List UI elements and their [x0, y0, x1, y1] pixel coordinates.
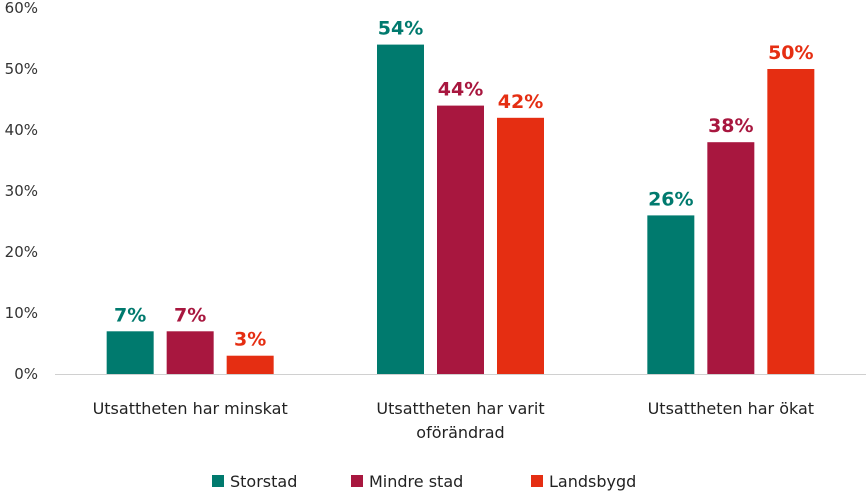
- data-label: 38%: [708, 115, 753, 137]
- y-tick-label: 60%: [5, 0, 38, 17]
- bar-landsbygd: [497, 117, 544, 375]
- y-tick-label: 0%: [14, 365, 38, 383]
- data-label: 26%: [648, 188, 693, 210]
- legend-swatch: [531, 475, 543, 487]
- data-label: 42%: [498, 91, 543, 113]
- y-tick-label: 10%: [5, 304, 38, 322]
- bar-storstad: [106, 331, 154, 374]
- x-axis: Utsattheten har minskat Utsattheten har v…: [55, 374, 866, 442]
- data-label: 44%: [438, 79, 483, 101]
- bar-mindre-stad: [166, 331, 214, 374]
- data-label: 54%: [378, 18, 423, 40]
- category-label: Utsattheten har ökat: [648, 399, 814, 418]
- legend-swatch: [351, 475, 363, 487]
- bar-storstad: [377, 44, 424, 374]
- data-label: 3%: [234, 329, 266, 351]
- category-label: Utsattheten har varit oförändrad: [376, 399, 544, 442]
- category-label: Utsattheten har minskat: [93, 399, 288, 418]
- y-tick-label: 30%: [5, 182, 38, 200]
- y-tick-label: 40%: [5, 121, 38, 139]
- legend-item-landsbygd[interactable]: Landsbygd: [531, 472, 636, 491]
- legend-label: Storstad: [230, 472, 297, 491]
- data-label: 7%: [174, 304, 206, 326]
- bar-mindre-stad: [707, 142, 755, 374]
- data-label: 50%: [768, 42, 813, 64]
- y-axis: 0% 10% 20% 30% 40% 50% 60%: [5, 0, 38, 383]
- data-labels: 7% 7% 3% 54% 44% 42% 26% 38% 50%: [114, 18, 814, 351]
- bar-storstad: [647, 215, 695, 374]
- y-tick-label: 20%: [5, 243, 38, 261]
- bar-landsbygd: [226, 355, 274, 374]
- legend-label: Mindre stad: [369, 472, 463, 491]
- legend-item-mindre-stad[interactable]: Mindre stad: [351, 472, 463, 491]
- legend-swatch: [212, 475, 224, 487]
- bars: [106, 44, 815, 375]
- legend[interactable]: Storstad Mindre stad Landsbygd: [212, 472, 636, 491]
- bar-mindre-stad: [437, 105, 484, 374]
- y-tick-label: 50%: [5, 60, 38, 78]
- legend-label: Landsbygd: [549, 472, 636, 491]
- legend-item-storstad[interactable]: Storstad: [212, 472, 297, 491]
- data-label: 7%: [114, 304, 146, 326]
- bar-landsbygd: [767, 69, 815, 374]
